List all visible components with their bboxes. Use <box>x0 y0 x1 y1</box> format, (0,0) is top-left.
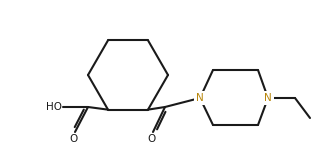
Text: O: O <box>148 134 156 144</box>
Text: N: N <box>264 93 272 103</box>
Text: HO: HO <box>46 102 62 112</box>
Text: O: O <box>70 134 78 144</box>
Text: N: N <box>196 93 204 103</box>
